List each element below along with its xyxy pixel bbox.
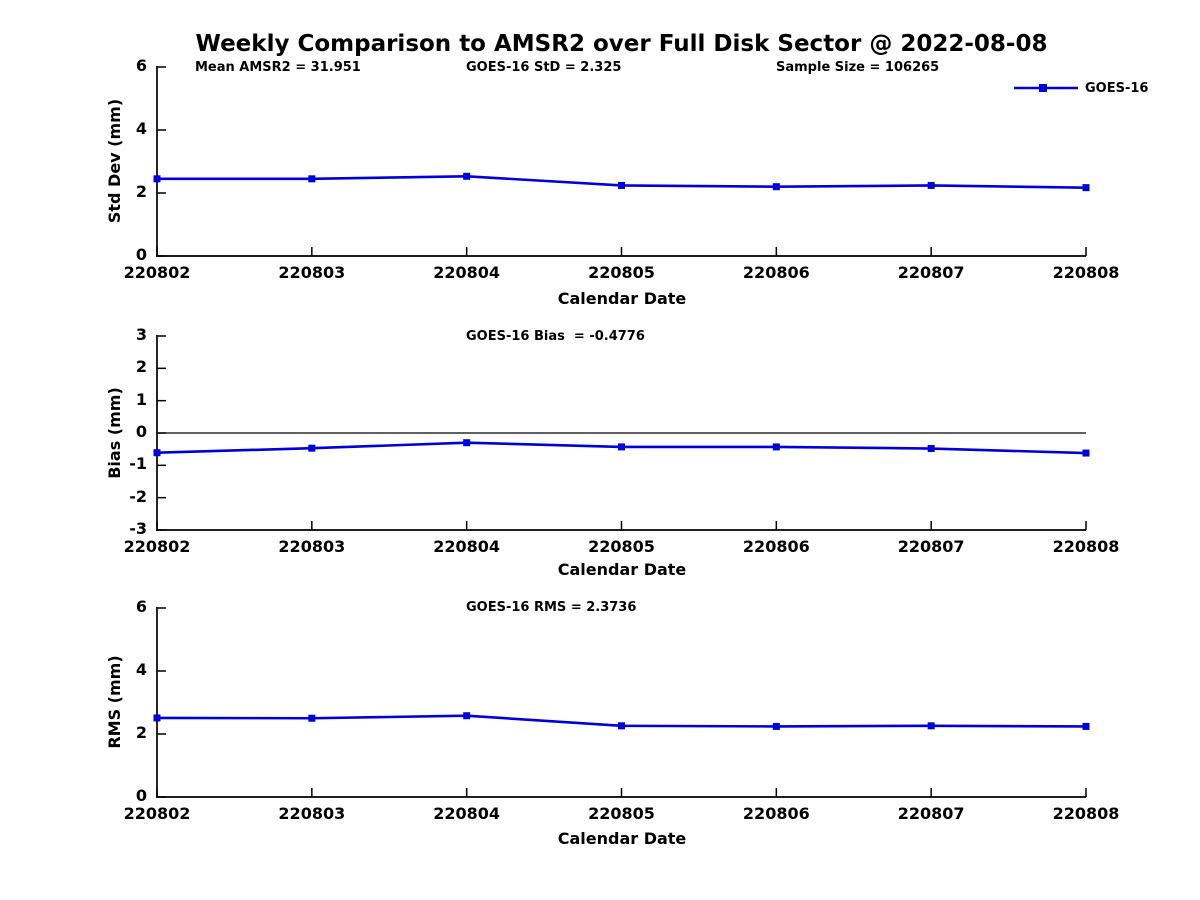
data-point-marker <box>618 181 625 189</box>
x-tick-label: 220805 <box>588 537 655 556</box>
x-tick-label: 220803 <box>278 804 346 823</box>
x-tick-label: 220803 <box>278 537 346 556</box>
legend-marker <box>1039 84 1047 92</box>
x-tick-label: 220806 <box>742 263 810 282</box>
data-point-marker <box>308 175 316 183</box>
data-point-marker <box>772 722 780 730</box>
data-point-marker <box>772 183 780 191</box>
y-tick-label: 0 <box>135 422 147 441</box>
x-tick-label: 220808 <box>1052 263 1120 282</box>
x-tick-label: 220808 <box>1052 537 1120 556</box>
x-axis-label-calendar-date-3: Calendar Date <box>557 829 687 848</box>
y-tick-label: 0 <box>135 245 147 264</box>
data-point-marker <box>927 181 935 189</box>
legend-label: GOES-16 <box>1085 81 1149 96</box>
x-tick-label: 220805 <box>588 263 655 282</box>
data-point-marker <box>1082 722 1090 730</box>
x-axis-label-calendar-date-1: Calendar Date <box>557 289 687 308</box>
y-tick-label: 4 <box>135 119 147 138</box>
x-tick-label: 220804 <box>433 804 501 823</box>
data-point-marker <box>1082 449 1090 457</box>
annotation-goes16-rms: GOES-16 RMS = 2.3736 <box>466 600 637 615</box>
data-point-marker <box>927 445 935 453</box>
figure-title: Weekly Comparison to AMSR2 over Full Dis… <box>195 31 1048 57</box>
x-tick-label: 220802 <box>123 263 191 282</box>
y-axis-label-rms: RMS (mm) <box>105 655 124 749</box>
data-point-marker <box>463 439 471 447</box>
x-tick-label: 220803 <box>278 263 346 282</box>
annotation-goes16-bias: GOES-16 Bias = -0.4776 <box>466 329 645 344</box>
y-tick-label: 1 <box>135 389 147 409</box>
y-tick-label: 4 <box>135 660 147 679</box>
y-tick-label: 2 <box>135 182 147 201</box>
x-tick-label: 220804 <box>433 537 501 556</box>
data-point-marker <box>618 722 625 730</box>
y-tick-label: 0 <box>135 786 147 805</box>
y-axis-label-std-dev: Std Dev (mm) <box>105 98 124 224</box>
data-point-marker <box>1082 184 1090 192</box>
x-tick-label: 220802 <box>123 537 191 556</box>
x-axis-label-calendar-date-2: Calendar Date <box>557 560 687 579</box>
y-tick-label: 2 <box>135 357 147 377</box>
y-tick-label: 3 <box>135 325 147 344</box>
x-tick-label: 220808 <box>1052 804 1120 823</box>
x-tick-label: 220807 <box>897 263 965 282</box>
data-point-marker <box>927 722 935 730</box>
x-tick-label: 220806 <box>742 804 810 823</box>
y-tick-label: 2 <box>135 723 147 742</box>
x-tick-label: 220802 <box>123 804 191 823</box>
annotation-sample-size: Sample Size = 106265 <box>776 60 940 75</box>
annotation-mean-amsr2: Mean AMSR2 = 31.951 <box>195 60 361 75</box>
data-point-marker <box>308 444 316 452</box>
annotation-goes16-std: GOES-16 StD = 2.325 <box>466 60 622 75</box>
data-point-marker <box>153 449 161 457</box>
y-tick-label: 6 <box>135 56 147 75</box>
y-tick-label: -1 <box>129 454 147 474</box>
data-point-marker <box>463 172 471 180</box>
x-tick-label: 220805 <box>588 804 655 823</box>
y-tick-label: -3 <box>129 519 147 538</box>
y-tick-label: -2 <box>129 486 147 506</box>
data-point-marker <box>153 175 161 183</box>
x-tick-label: 220807 <box>897 537 965 556</box>
data-point-marker <box>772 443 780 451</box>
data-point-marker <box>618 443 625 451</box>
x-tick-label: 220807 <box>897 804 965 823</box>
data-point-marker <box>308 714 316 722</box>
data-point-marker <box>463 712 471 720</box>
x-tick-label: 220806 <box>742 537 810 556</box>
data-point-marker <box>153 714 161 722</box>
x-tick-label: 220804 <box>433 263 501 282</box>
y-tick-label: 6 <box>135 597 147 616</box>
